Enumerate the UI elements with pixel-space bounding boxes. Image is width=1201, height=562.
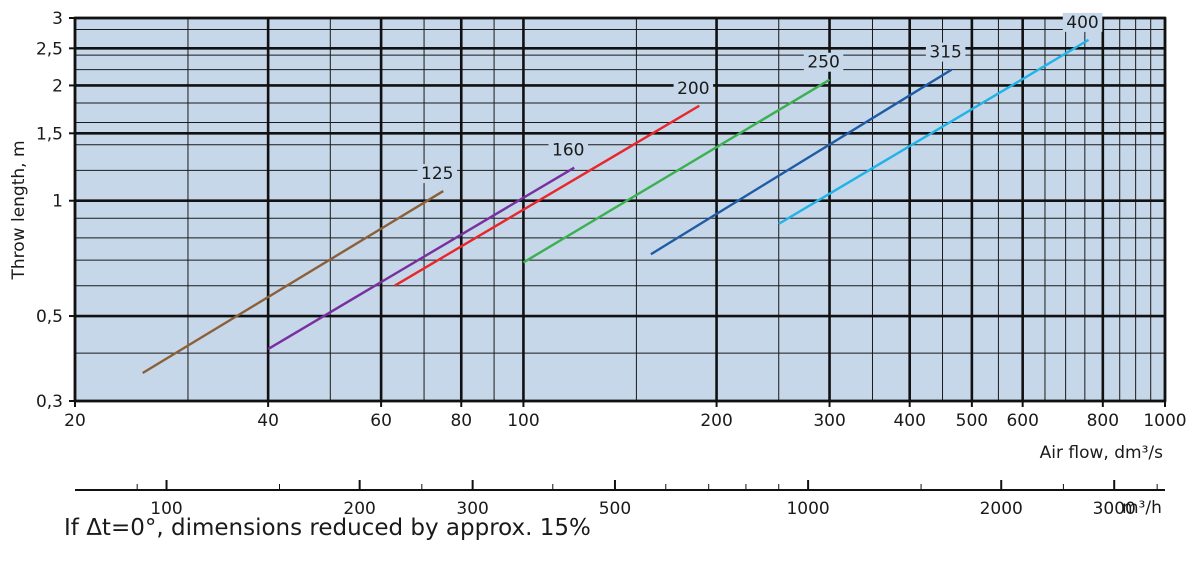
series-label-bg-250 — [803, 52, 844, 72]
series-label-400: 400 — [1066, 13, 1098, 33]
series-line-250 — [522, 78, 831, 264]
x-tick-label: 80 — [450, 411, 472, 431]
series-line-125 — [142, 190, 444, 375]
series-label-bg-125 — [417, 164, 458, 184]
y-tick-label: 0,3 — [36, 392, 63, 412]
series-label-125: 125 — [421, 164, 453, 184]
y-tick-label: 2 — [52, 76, 63, 96]
series-label-200: 200 — [677, 79, 709, 99]
series-label-bg-200 — [673, 78, 714, 98]
series-line-160 — [267, 166, 575, 351]
x-tick-label: 500 — [956, 411, 988, 431]
x-tick-label: 400 — [893, 411, 925, 431]
series-label-250: 250 — [807, 53, 839, 73]
secondary-tick-label: 100 — [150, 499, 182, 519]
plot-background — [75, 18, 1165, 401]
series-label-bg-315 — [925, 42, 966, 62]
series-label-bg-400 — [1062, 12, 1103, 32]
grid — [73, 16, 1167, 403]
footnote: If Δt=0°, dimensions reduced by approx. … — [64, 515, 591, 541]
x-tick-label: 60 — [370, 411, 392, 431]
x-tick-label: 40 — [257, 411, 279, 431]
y-tick-labels: 0,3 0,5 1 1,5 2 2,5 3 — [36, 9, 75, 412]
y-tick-label: 1,5 — [36, 124, 63, 144]
x-tick-label: 800 — [1087, 411, 1119, 431]
plot-border — [73, 16, 1167, 403]
x-tick-label: 20 — [64, 411, 86, 431]
secondary-axis: 100 200 300 500 1000 2000 3000 — [75, 480, 1165, 519]
y-axis-label: Throw length, m — [9, 140, 29, 280]
series-label-160: 160 — [552, 141, 584, 161]
series-lines: 125 160 200 250 315 400 — [142, 12, 1103, 375]
series-line-400 — [778, 38, 1090, 225]
series-label-315: 315 — [929, 43, 961, 63]
x-tick-labels: 20 40 60 80 100 200 300 400 500 600 800 1000 — [64, 401, 1187, 431]
secondary-tick-label: 500 — [599, 499, 631, 519]
x-tick-label: 1000 — [1143, 411, 1186, 431]
y-tick-label: 1 — [52, 192, 63, 212]
series-line-315 — [650, 68, 953, 256]
y-tick-label: 2,5 — [36, 39, 63, 59]
series-label-bg-160 — [548, 140, 588, 160]
secondary-tick-label: 300 — [456, 499, 488, 519]
secondary-axis-unit: m³/h — [1122, 498, 1162, 518]
y-tick-label: 3 — [52, 9, 63, 29]
x-axis-label: Air flow, dm³/s — [1040, 443, 1163, 463]
series-line-200 — [394, 104, 700, 287]
secondary-tick-label: 3000 — [1093, 499, 1136, 519]
y-tick-label: 0,5 — [36, 307, 63, 327]
secondary-tick-label: 200 — [343, 499, 375, 519]
x-tick-label: 200 — [700, 411, 732, 431]
x-tick-label: 600 — [1006, 411, 1038, 431]
x-tick-label: 300 — [813, 411, 845, 431]
secondary-tick-label: 2000 — [980, 499, 1023, 519]
x-tick-label: 100 — [507, 411, 539, 431]
secondary-tick-label: 1000 — [786, 499, 829, 519]
